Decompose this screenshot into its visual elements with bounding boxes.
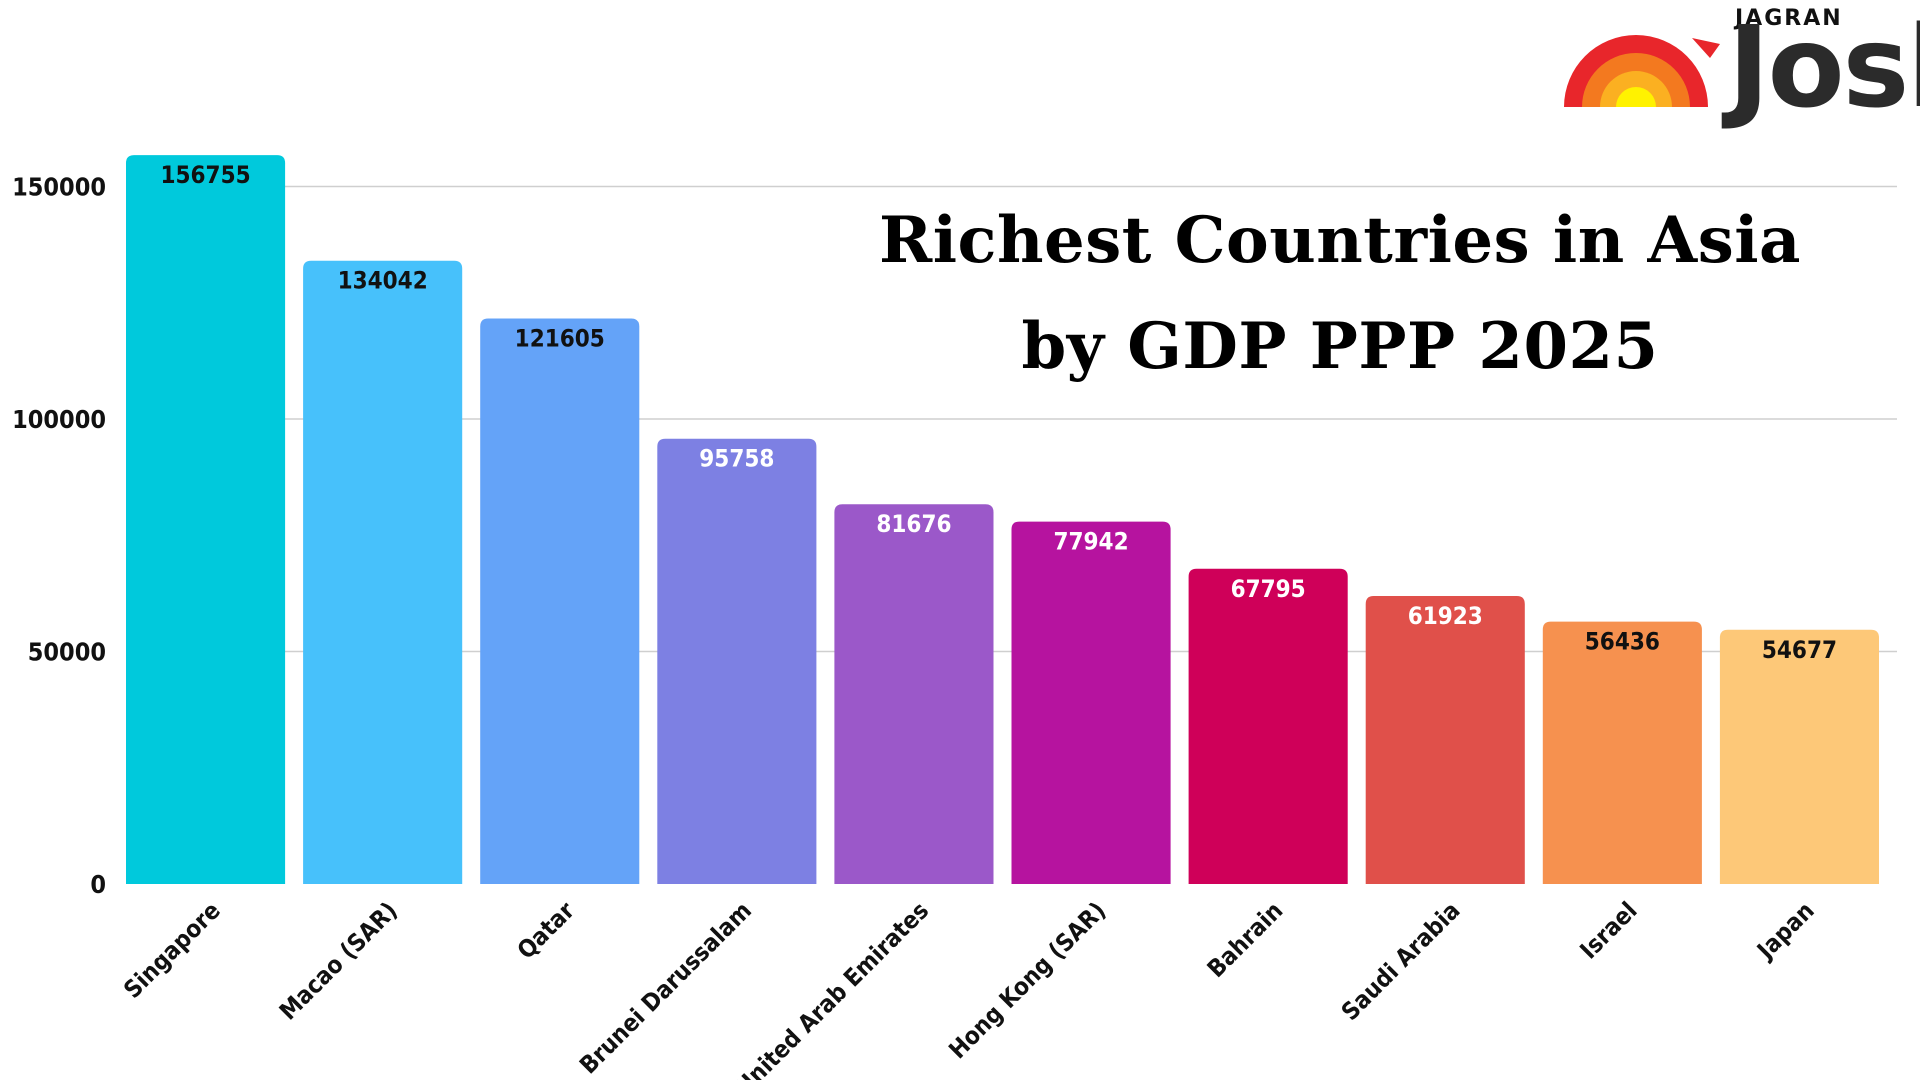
bar bbox=[1188, 568, 1348, 884]
x-category-label: Japan bbox=[1750, 896, 1819, 965]
logo-josh-text: Josh bbox=[1728, 3, 1920, 133]
logo-jagran-text: JAGRAN bbox=[1735, 6, 1843, 31]
bar bbox=[1365, 596, 1525, 884]
y-tick-label: 100000 bbox=[12, 405, 106, 434]
chart-title: Richest Countries in Asia by GDP PPP 202… bbox=[879, 203, 1801, 384]
bar-value-label: 67795 bbox=[1231, 575, 1306, 603]
x-category-label: Singapore bbox=[118, 896, 225, 1003]
sunrise-logo-icon bbox=[1564, 35, 1720, 107]
y-tick-label: 150000 bbox=[12, 173, 106, 202]
y-tick-label: 50000 bbox=[28, 638, 106, 667]
bar-value-label: 77942 bbox=[1053, 528, 1128, 556]
bar bbox=[834, 504, 994, 884]
x-category-label: Brunei Darussalam bbox=[574, 896, 757, 1079]
bar-value-label: 134042 bbox=[338, 267, 428, 295]
bar-value-label: 54677 bbox=[1762, 636, 1837, 664]
x-category-label: Hong Kong (SAR) bbox=[943, 896, 1111, 1064]
y-tick-label: 0 bbox=[90, 870, 106, 899]
bars bbox=[126, 155, 1879, 885]
jagran-josh-logo: JAGRAN Josh bbox=[1560, 4, 1920, 134]
bar-value-labels: 156755 134042 121605 95758 81676 77942 67795 61… bbox=[160, 161, 1837, 664]
bar-value-label: 81676 bbox=[876, 510, 951, 538]
y-axis-ticks: 0 50000 100000 150000 bbox=[12, 173, 106, 900]
bar bbox=[126, 155, 286, 885]
x-category-label: United Arab Emirates bbox=[730, 896, 934, 1080]
x-category-label: Israel bbox=[1575, 896, 1643, 964]
bar bbox=[657, 438, 817, 884]
bar-value-label: 156755 bbox=[160, 161, 250, 189]
bar bbox=[1719, 629, 1879, 884]
bar bbox=[480, 318, 640, 884]
bar-value-label: 61923 bbox=[1408, 602, 1483, 630]
bar-value-label: 121605 bbox=[515, 325, 605, 353]
x-category-label: Bahrain bbox=[1202, 896, 1289, 983]
bar bbox=[1011, 521, 1171, 884]
bar-value-label: 95758 bbox=[699, 445, 774, 473]
x-category-label: Qatar bbox=[512, 896, 580, 964]
bar bbox=[1542, 621, 1702, 884]
x-category-label: Saudi Arabia bbox=[1336, 896, 1466, 1026]
bar bbox=[303, 260, 463, 884]
x-category-label: Macao (SAR) bbox=[274, 896, 403, 1025]
bar-value-label: 56436 bbox=[1585, 628, 1660, 656]
